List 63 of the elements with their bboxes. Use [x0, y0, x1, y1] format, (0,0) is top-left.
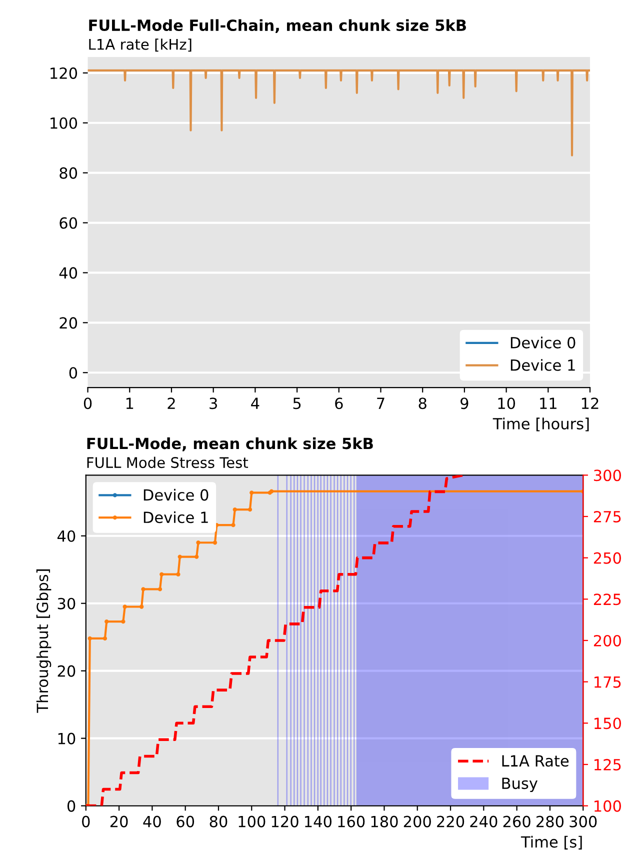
legend-label: Device 1 [510, 359, 575, 371]
x-axis-title: Time [s] [520, 836, 582, 850]
x-tick-label: 160 [338, 816, 365, 828]
x-tick-label: 40 [143, 816, 161, 828]
y-tick-label: 100 [50, 117, 78, 129]
chart-title: FULL-Mode, mean chunk size 5kB [87, 437, 373, 452]
y2-tick-label: 225 [594, 594, 621, 606]
x-tick-label: 8 [418, 398, 426, 410]
y2-tick-label: 200 [594, 634, 621, 646]
y-tick-label: 40 [59, 267, 78, 279]
x-tick-label: 240 [470, 816, 498, 828]
y2-tick-label: 175 [594, 676, 621, 688]
y-tick-label: 80 [60, 167, 78, 179]
x-tick-label: 80 [210, 816, 228, 828]
x-tick-label: 9 [460, 398, 468, 410]
y2-tick-label: 250 [594, 552, 621, 564]
y-tick-label: 10 [58, 732, 76, 744]
x-tick-label: 3 [210, 398, 217, 410]
band-label: Busy [502, 778, 538, 792]
y2-tick-label: 125 [594, 758, 621, 770]
y-tick-label: 20 [60, 317, 78, 329]
y-tick-label: 0 [69, 367, 78, 379]
x-tick-label: 280 [536, 816, 564, 828]
x-tick-label: 100 [238, 816, 266, 828]
y2-tick-label: 150 [594, 718, 621, 730]
x-tick-label: 60 [176, 816, 194, 828]
legend-label: Device 0 [510, 336, 576, 348]
y2-tick-label: 100 [594, 800, 621, 812]
x-tick-label: 11 [540, 398, 556, 409]
x-tick-label: 6 [335, 398, 343, 410]
legend-label: Device 0 [144, 488, 208, 501]
chart-subtitle: FULL Mode Stress Test [87, 456, 248, 468]
x-tick-label: 1 [126, 398, 134, 409]
y-axis-title: Throughput [Gbps] [36, 569, 52, 713]
y-tick-label: 120 [50, 67, 78, 79]
chart-subtitle: L1A rate [kHz] [89, 38, 192, 52]
x-tick-label: 2 [168, 398, 175, 409]
legend-label: L1A Rate [502, 755, 569, 767]
y-tick-label: 30 [58, 598, 76, 610]
x-tick-label: 10 [498, 398, 516, 410]
x-tick-label: 140 [305, 816, 332, 828]
x-tick-label: 4 [251, 398, 260, 409]
x-tick-label: 7 [377, 398, 384, 409]
x-tick-label: 20 [110, 816, 128, 828]
x-tick-label: 200 [404, 816, 431, 828]
legend-label: Device 1 [144, 511, 208, 524]
x-tick-label: 300 [570, 816, 597, 828]
y2-tick-label: 275 [594, 510, 621, 523]
x-tick-label: 120 [272, 816, 298, 828]
x-tick-label: 0 [82, 816, 90, 828]
x-axis-title: Time [hours] [492, 418, 589, 432]
y-tick-label: 60 [60, 217, 78, 229]
x-tick-label: 180 [371, 816, 398, 828]
chart-title: FULL-Mode Full-Chain, mean chunk size 5kB [89, 19, 466, 33]
x-tick-label: 0 [84, 398, 92, 410]
y-tick-label: 0 [67, 800, 76, 812]
x-tick-label: 12 [582, 398, 598, 409]
x-tick-label: 260 [503, 816, 530, 828]
y-tick-label: 40 [57, 530, 76, 542]
x-tick-label: 220 [437, 816, 464, 828]
y-tick-label: 20 [58, 665, 76, 677]
y2-tick-label: 300 [594, 470, 621, 482]
x-tick-label: 5 [293, 398, 301, 410]
